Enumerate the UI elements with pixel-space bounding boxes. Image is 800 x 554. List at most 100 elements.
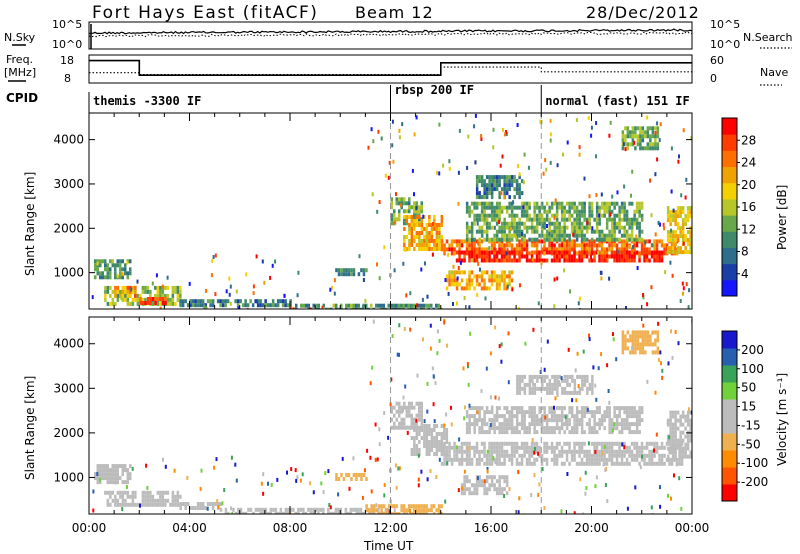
data-cell	[525, 201, 529, 206]
data-cell	[262, 507, 265, 512]
data-cell	[201, 506, 205, 510]
data-cell	[413, 213, 416, 218]
data-cell	[321, 305, 324, 309]
data-cell	[126, 480, 129, 485]
data-cell	[568, 217, 571, 222]
data-cell	[445, 412, 448, 417]
freq-unit-label: [MHz]	[4, 66, 36, 79]
data-cell	[543, 367, 546, 372]
data-cell	[653, 250, 656, 255]
data-cell	[568, 213, 571, 218]
data-cell	[463, 475, 466, 480]
data-cell	[166, 498, 170, 503]
data-cell	[154, 301, 157, 305]
data-cell	[498, 274, 501, 279]
data-cell	[618, 209, 621, 214]
data-cell	[488, 187, 491, 192]
data-cell	[635, 234, 638, 239]
data-cell	[485, 213, 489, 218]
data-cell	[593, 441, 596, 446]
data-cell	[331, 285, 334, 290]
data-cell	[499, 163, 502, 168]
data-cell	[468, 403, 471, 408]
data-cell	[425, 223, 429, 227]
data-cell	[685, 177, 688, 182]
data-cell	[415, 206, 418, 211]
data-cell	[585, 237, 589, 242]
data-cell	[623, 449, 626, 454]
data-cell	[556, 386, 559, 391]
data-cell	[633, 453, 636, 458]
data-cell	[573, 511, 576, 514]
colorbar-segment	[722, 399, 737, 417]
data-cell	[553, 216, 556, 221]
data-cell	[548, 250, 551, 255]
data-cell	[593, 418, 596, 423]
data-cell	[493, 445, 496, 450]
data-cell	[533, 450, 536, 455]
data-cell	[206, 299, 210, 304]
data-cell	[538, 406, 541, 411]
data-cell	[390, 504, 393, 509]
data-cell	[548, 406, 551, 411]
data-cell	[624, 346, 627, 351]
data-cell	[425, 227, 429, 231]
data-cell	[640, 449, 644, 454]
data-cell	[588, 239, 591, 244]
data-cell	[357, 303, 360, 308]
data-cell	[156, 502, 160, 507]
data-cell	[623, 205, 626, 210]
data-cell	[413, 219, 416, 223]
data-cell	[505, 221, 509, 226]
data-cell	[505, 449, 509, 454]
data-cell	[558, 453, 561, 458]
data-cell	[495, 183, 499, 188]
data-cell	[660, 461, 664, 466]
data-cell	[631, 142, 635, 147]
data-cell	[237, 511, 240, 514]
data-cell	[495, 479, 499, 484]
data-cell	[640, 406, 644, 411]
colorbar-frame	[721, 330, 738, 502]
data-cell	[495, 461, 499, 466]
data-cell	[531, 390, 534, 395]
colorbar-tick-label: 50	[741, 381, 756, 395]
data-cell	[583, 201, 586, 206]
data-cell	[111, 498, 115, 503]
data-cell	[458, 457, 461, 462]
data-cell	[568, 445, 571, 450]
data-cell	[425, 444, 429, 448]
data-cell	[671, 230, 675, 235]
data-cell	[505, 237, 509, 242]
data-cell	[266, 303, 270, 308]
colorbar-segment	[722, 433, 737, 451]
data-cell	[628, 258, 631, 263]
data-cell	[538, 453, 541, 458]
data-cell	[405, 413, 408, 418]
data-cell	[490, 205, 494, 210]
data-cell	[563, 225, 566, 230]
data-cell	[659, 122, 662, 127]
data-cell	[420, 227, 424, 231]
data-cell	[490, 282, 494, 287]
data-cell	[604, 483, 607, 487]
data-cell	[543, 225, 546, 230]
data-cell	[109, 285, 112, 290]
data-cell	[570, 201, 574, 206]
data-cell	[144, 289, 147, 294]
data-cell	[600, 213, 604, 218]
data-cell	[508, 441, 511, 446]
data-cell	[124, 502, 127, 507]
data-cell	[585, 217, 589, 222]
data-cell	[625, 247, 629, 252]
data-cell	[505, 130, 507, 135]
data-cell	[337, 307, 340, 309]
data-cell	[540, 426, 544, 431]
data-cell	[676, 438, 680, 443]
data-cell	[553, 277, 556, 282]
data-cell	[628, 250, 631, 255]
data-cell	[480, 239, 484, 244]
data-cell	[681, 438, 685, 443]
data-cell	[445, 278, 449, 283]
data-cell	[525, 247, 529, 252]
